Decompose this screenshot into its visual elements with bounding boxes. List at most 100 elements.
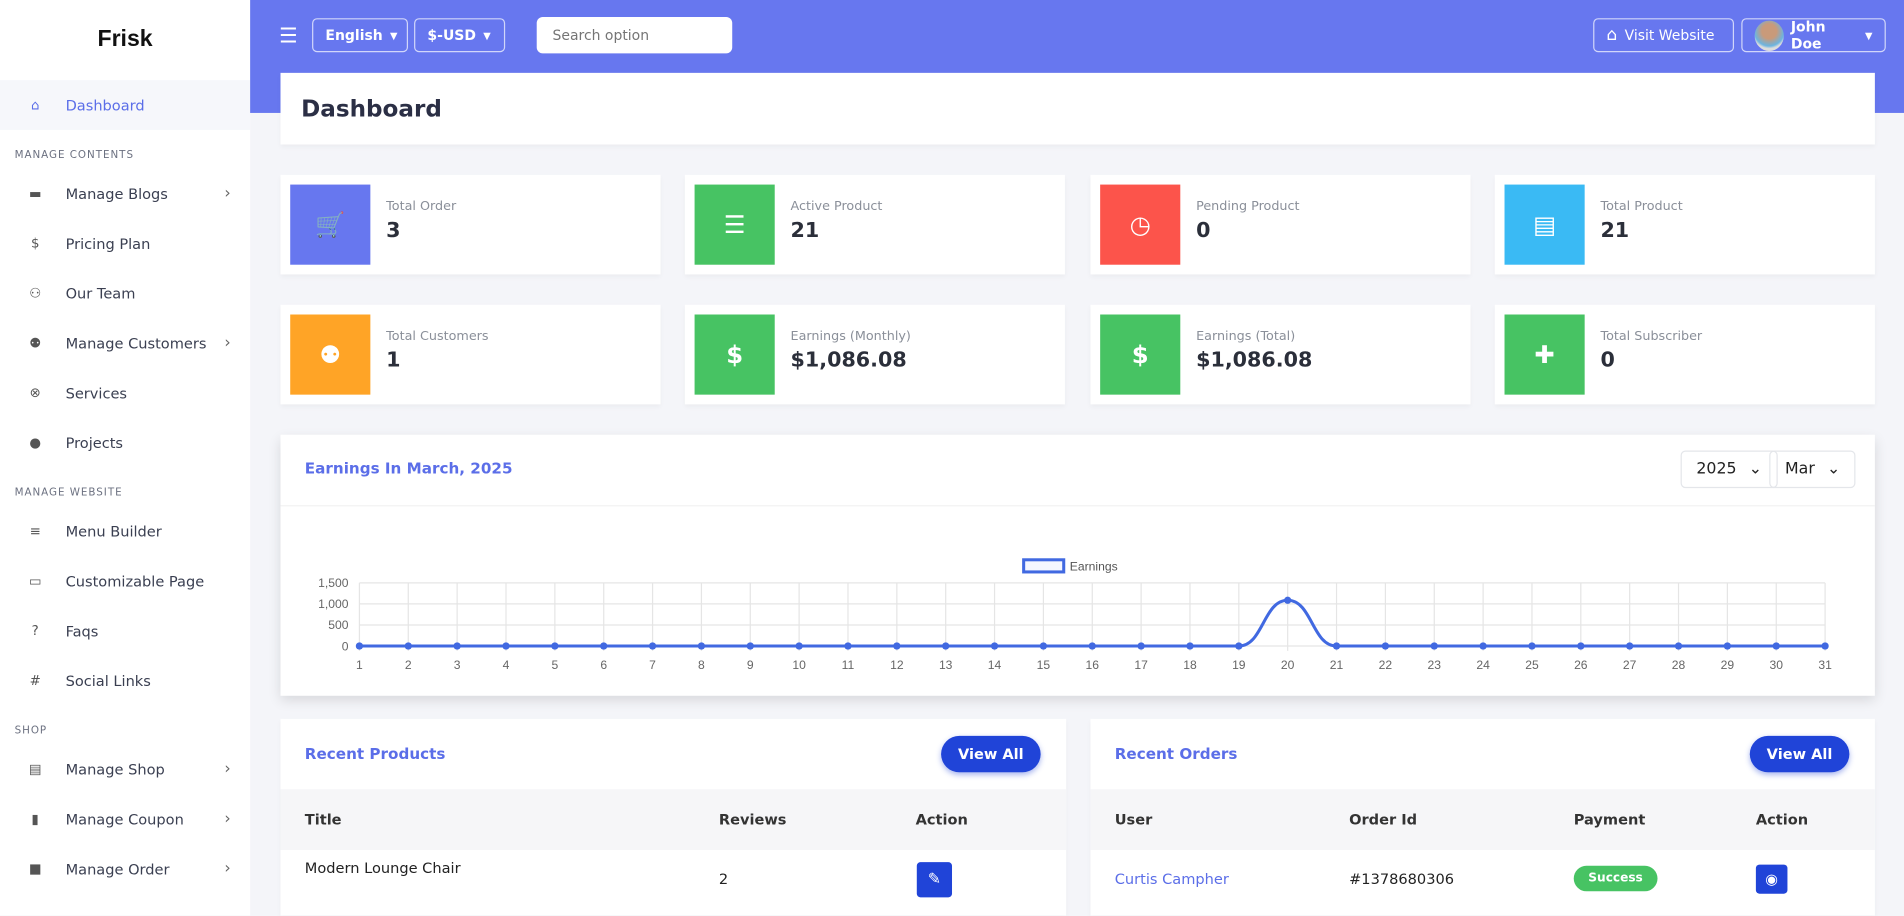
- data-point: [1381, 642, 1390, 650]
- x-tick-label: 11: [842, 658, 855, 672]
- sidebar-item-services[interactable]: ⊗ Services: [0, 368, 250, 418]
- data-point: [1479, 642, 1487, 650]
- col-action: Action: [1755, 811, 1809, 829]
- menu-icon: ≡: [29, 523, 41, 540]
- year-value: 2025: [1696, 460, 1737, 479]
- stat-label: Active Product: [790, 199, 883, 214]
- product-title: Modern Lounge Chair: [304, 859, 461, 877]
- data-point: [502, 642, 510, 650]
- sidebar-item-label: Manage Coupon: [65, 810, 184, 828]
- x-tick-label: 3: [454, 658, 461, 672]
- recent-orders-card: Recent Orders View All User Order Id Pay…: [1090, 718, 1875, 916]
- view-order-button[interactable]: ◉: [1755, 864, 1788, 894]
- question-icon: ?: [31, 622, 39, 639]
- caret-down-icon: ▼: [483, 29, 491, 41]
- stat-label: Total Subscriber: [1600, 329, 1703, 344]
- x-tick-label: 26: [1574, 658, 1588, 672]
- users-icon: ⚉: [29, 335, 42, 351]
- order-id: #1378680306: [1349, 870, 1455, 888]
- col-payment: Payment: [1573, 811, 1646, 829]
- x-tick-label: 22: [1379, 658, 1393, 672]
- brand-logo[interactable]: Frisk: [97, 26, 153, 53]
- data-point: [942, 642, 950, 650]
- view-all-orders-button[interactable]: View All: [1749, 735, 1850, 773]
- user-menu-button[interactable]: John Doe ▼: [1741, 18, 1886, 53]
- y-tick-label: 1,000: [318, 597, 349, 611]
- dollar-icon: $: [30, 235, 40, 252]
- data-point: [1332, 642, 1341, 650]
- sidebar-item-social-links[interactable]: # Social Links: [0, 656, 250, 706]
- currency-label: $-USD: [427, 26, 476, 44]
- data-point: [795, 642, 803, 650]
- y-tick-label: 1,500: [318, 576, 349, 590]
- x-tick-label: 1: [356, 658, 363, 672]
- sidebar-item-label: Social Links: [65, 672, 151, 690]
- sidebar-item-manage-customers[interactable]: ⚉ Manage Customers ›: [0, 318, 250, 368]
- customers-icon: ⚉: [290, 314, 371, 395]
- x-tick-label: 7: [649, 658, 656, 672]
- y-tick-label: 500: [328, 618, 348, 632]
- sidebar-item-label: Services: [65, 384, 128, 402]
- x-tick-label: 10: [792, 658, 806, 672]
- x-tick-label: 25: [1525, 658, 1539, 672]
- avatar: [1754, 20, 1784, 51]
- sidebar-item-label: Projects: [65, 434, 124, 452]
- visit-website-label: Visit Website: [1624, 26, 1715, 44]
- data-point: [1088, 642, 1096, 650]
- x-tick-label: 5: [551, 658, 558, 672]
- dollar-icon: $: [1100, 314, 1181, 395]
- edit-button[interactable]: ✎: [916, 862, 953, 898]
- view-all-products-button[interactable]: View All: [940, 735, 1041, 773]
- earnings-chart-card: Earnings In March, 2025 2025 ⌄ Mar ⌄ 0 500 1…: [280, 434, 1875, 696]
- order-user-link[interactable]: Curtis Campher: [1114, 870, 1229, 888]
- sidebar-item-manage-coupon[interactable]: ▮ Manage Coupon ›: [0, 794, 250, 844]
- chevron-right-icon: ›: [224, 809, 231, 829]
- recent-products-card: Recent Products View All Title Reviews A…: [280, 718, 1067, 916]
- divider: [280, 505, 1875, 507]
- x-tick-label: 29: [1721, 658, 1735, 672]
- x-tick-label: 31: [1818, 658, 1832, 672]
- visit-website-button[interactable]: ⌂ Visit Website: [1593, 18, 1735, 53]
- chevron-right-icon: ›: [224, 859, 231, 878]
- stat-value: $1,086.08: [1196, 348, 1313, 373]
- x-tick-label: 23: [1428, 658, 1442, 672]
- language-dropdown[interactable]: English ▼: [312, 18, 409, 53]
- sidebar-item-projects[interactable]: ● Projects: [0, 418, 250, 468]
- user-name: John Doe: [1790, 18, 1826, 53]
- sidebar-item-customizable-page[interactable]: ▭ Customizable Page: [0, 556, 250, 606]
- data-point: [1284, 596, 1292, 604]
- search-input[interactable]: [536, 17, 733, 54]
- sidebar-item-menu-builder[interactable]: ≡ Menu Builder: [0, 506, 250, 556]
- chevron-right-icon: ›: [224, 760, 231, 779]
- home-icon: ⌂: [30, 97, 40, 113]
- sidebar-item-label: Manage Customers: [65, 334, 207, 352]
- sidebar-item-dashboard[interactable]: ⌂ Dashboard: [0, 80, 251, 130]
- legend-swatch[interactable]: [1022, 558, 1066, 574]
- month-select[interactable]: Mar ⌄: [1769, 450, 1856, 489]
- dollar-icon: $: [694, 314, 775, 395]
- sidebar-item-faqs[interactable]: ? Faqs: [0, 606, 250, 656]
- sidebar-item-pricing-plan[interactable]: $ Pricing Plan: [0, 219, 250, 269]
- blog-icon: ▬: [28, 185, 42, 202]
- sidebar-item-manage-shop[interactable]: ▤ Manage Shop ›: [0, 744, 250, 794]
- cart-icon: 🛒: [290, 184, 371, 265]
- x-tick-label: 19: [1232, 658, 1246, 672]
- data-point: [1039, 642, 1048, 650]
- stat-value: 0: [1196, 218, 1211, 243]
- store-icon: ▤: [28, 761, 42, 778]
- page-icon: ▭: [28, 573, 42, 589]
- sidebar-item-manage-blogs[interactable]: ▬ Manage Blogs ›: [0, 169, 250, 219]
- caret-down-icon: ▼: [390, 29, 398, 41]
- currency-dropdown[interactable]: $-USD ▼: [414, 18, 506, 53]
- year-select[interactable]: 2025 ⌄: [1680, 450, 1778, 489]
- hamburger-menu-icon[interactable]: ☰: [279, 24, 298, 49]
- data-point: [551, 642, 559, 650]
- recent-orders-title: Recent Orders: [1114, 744, 1238, 763]
- sidebar-item-manage-order[interactable]: ■ Manage Order ›: [0, 844, 250, 894]
- caret-down-icon: ▼: [1864, 29, 1873, 41]
- team-icon: ⚇: [29, 285, 42, 302]
- x-tick-label: 14: [988, 658, 1002, 672]
- data-point: [404, 642, 412, 650]
- sidebar-item-our-team[interactable]: ⚇ Our Team: [0, 268, 250, 318]
